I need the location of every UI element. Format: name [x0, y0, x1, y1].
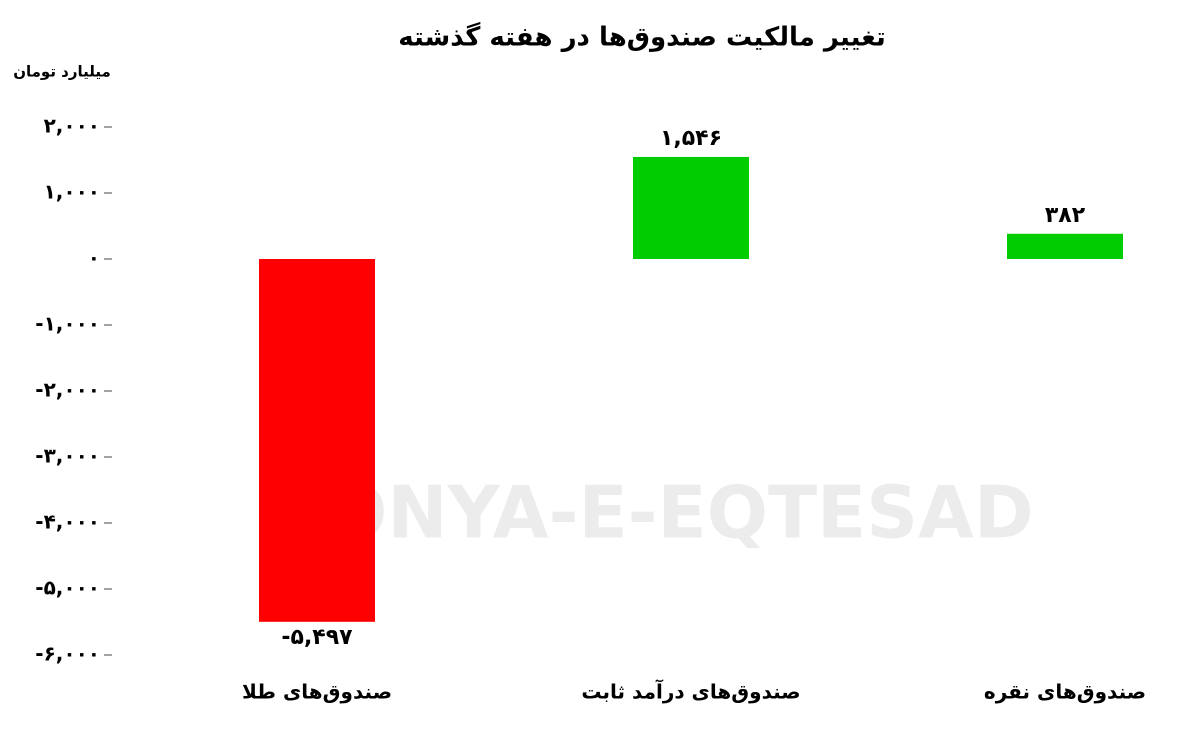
- bar: [1007, 233, 1123, 259]
- bar: [259, 259, 375, 622]
- y-tick-label: ۱,۰۰۰: [44, 180, 100, 204]
- y-tick-label: -۳,۰۰۰: [35, 444, 100, 468]
- y-tick-label: -۲,۰۰۰: [35, 378, 100, 402]
- x-tick-label: صندوق‌های نقره: [984, 680, 1146, 704]
- y-tick-label: -۶,۰۰۰: [35, 642, 100, 666]
- data-label: -۵,۴۹۷: [281, 625, 353, 650]
- x-tick-label: صندوق‌های درآمد ثابت: [581, 679, 800, 704]
- chart-title: تغییر مالکیت صندوق‌ها در هفته گذشته: [398, 22, 885, 53]
- bar: [633, 156, 749, 259]
- x-tick-label: صندوق‌های طلا: [242, 680, 392, 704]
- watermark: DONYA-E-EQTESAD: [266, 471, 1033, 555]
- y-tick-label: -۵,۰۰۰: [35, 576, 100, 600]
- data-label: ۱,۵۴۶: [660, 126, 722, 151]
- y-axis-label: میلیارد تومان: [13, 63, 111, 81]
- y-tick-label: -۱,۰۰۰: [35, 312, 100, 336]
- y-tick-label: ۰: [88, 246, 100, 270]
- data-label: ۳۸۲: [1045, 203, 1086, 228]
- y-tick-label: -۴,۰۰۰: [35, 510, 100, 534]
- y-tick-label: ۲,۰۰۰: [44, 114, 100, 138]
